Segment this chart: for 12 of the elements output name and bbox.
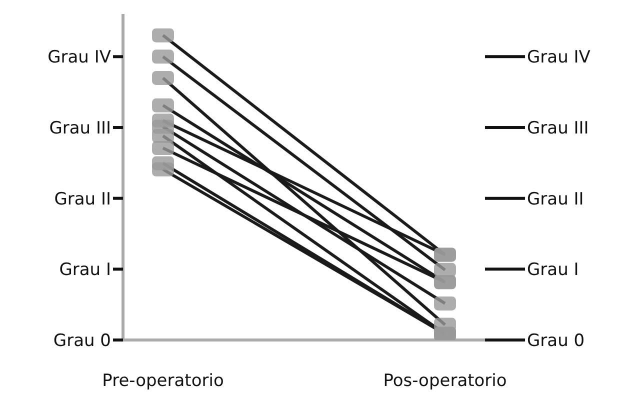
text: Grau II xyxy=(527,189,584,210)
text: Grau I xyxy=(59,260,111,280)
text: Grau IV xyxy=(48,48,112,68)
text: Grau IV xyxy=(527,48,590,68)
text: Grau 0 xyxy=(53,331,111,352)
text: Grau III xyxy=(49,118,111,139)
x-tick-label: Pos-operatorio xyxy=(383,371,507,391)
text: Grau I xyxy=(527,260,579,280)
text: Grau II xyxy=(54,189,111,210)
text: Grau 0 xyxy=(527,331,585,352)
x-tick-label: Pre-operatorio xyxy=(102,371,224,391)
text: Grau III xyxy=(527,118,589,139)
